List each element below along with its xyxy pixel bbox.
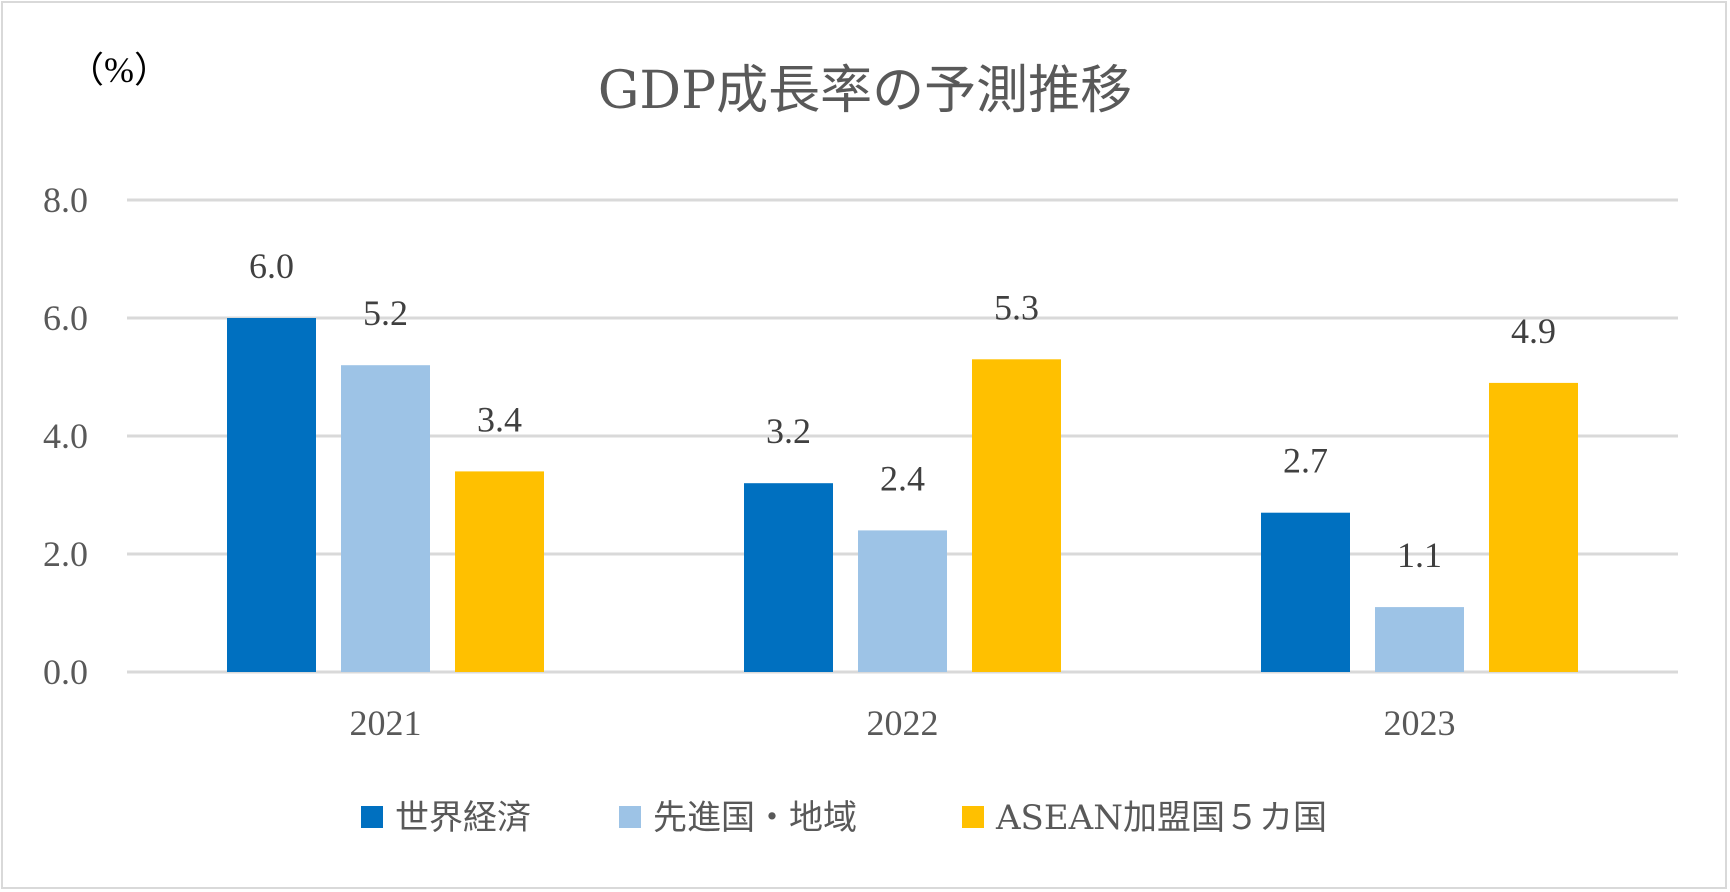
bar <box>1375 607 1464 672</box>
y-unit-label: （%） <box>68 50 170 90</box>
bar <box>455 471 544 672</box>
data-label: 6.0 <box>249 246 294 286</box>
x-axis-ticks: 2021 2022 2023 <box>350 703 1456 743</box>
bar <box>972 359 1061 672</box>
x-tick-label: 2021 <box>350 703 422 743</box>
data-label: 3.4 <box>477 399 522 439</box>
bar <box>858 530 947 672</box>
x-tick-label: 2023 <box>1384 703 1456 743</box>
data-label: 1.1 <box>1397 535 1442 575</box>
bar <box>227 318 316 672</box>
data-labels: 6.0 5.2 3.4 3.2 2.4 5.3 2.7 1.1 4.9 <box>249 246 1556 575</box>
legend-swatch <box>361 806 383 828</box>
legend-label: 世界経済 <box>395 798 531 838</box>
bar <box>341 365 430 672</box>
bars <box>227 318 1578 672</box>
legend-label: ASEAN加盟国５カ国 <box>995 798 1327 838</box>
bar <box>1489 382 1578 672</box>
data-label: 3.2 <box>766 411 811 451</box>
y-tick-label: 8.0 <box>43 180 88 220</box>
y-tick-label: 6.0 <box>43 298 88 338</box>
legend-swatch <box>962 806 984 828</box>
chart-title: GDP成長率の予測推移 <box>598 61 1132 121</box>
y-axis-ticks: 0.0 2.0 4.0 6.0 8.0 <box>43 180 88 692</box>
bar <box>744 483 833 672</box>
data-label: 2.7 <box>1283 441 1328 481</box>
data-label: 5.2 <box>363 293 408 333</box>
legend-label: 先進国・地域 <box>653 798 857 838</box>
x-tick-label: 2022 <box>867 703 939 743</box>
data-label: 2.4 <box>880 458 925 498</box>
y-tick-label: 2.0 <box>43 534 88 574</box>
bar <box>1261 512 1350 672</box>
data-label: 5.3 <box>994 287 1039 327</box>
legend-swatch <box>619 806 641 828</box>
legend: 世界経済 先進国・地域 ASEAN加盟国５カ国 <box>361 798 1327 838</box>
data-label: 4.9 <box>1511 311 1556 351</box>
y-tick-label: 0.0 <box>43 652 88 692</box>
y-tick-label: 4.0 <box>43 416 88 456</box>
